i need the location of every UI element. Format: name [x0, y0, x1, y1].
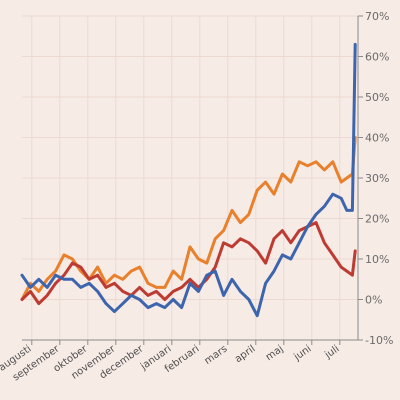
- y-tick-label: 60%: [365, 51, 389, 64]
- y-tick-label: 50%: [365, 91, 389, 104]
- y-tick-label: 20%: [365, 213, 389, 226]
- tick-labels: -10%0%10%20%30%40%50%60%70%augustiseptem…: [0, 10, 393, 384]
- grid: [22, 15, 358, 341]
- y-tick-label: 0%: [365, 294, 382, 307]
- x-tick-label: april: [233, 343, 257, 365]
- series-lines: [20, 42, 357, 318]
- y-tick-label: -10%: [365, 334, 393, 347]
- x-tick-label: juni: [291, 343, 313, 363]
- x-tick-label: maj: [264, 343, 286, 363]
- y-tick-label: 70%: [365, 10, 389, 23]
- series-line-1: [20, 136, 357, 301]
- x-tick-label: mars: [203, 343, 230, 366]
- series-line-3: [20, 42, 357, 318]
- y-tick-label: 30%: [365, 172, 389, 185]
- axes: [22, 15, 363, 345]
- y-tick-label: 10%: [365, 253, 389, 266]
- y-tick-label: 40%: [365, 132, 389, 145]
- x-tick-label: juli: [322, 343, 341, 361]
